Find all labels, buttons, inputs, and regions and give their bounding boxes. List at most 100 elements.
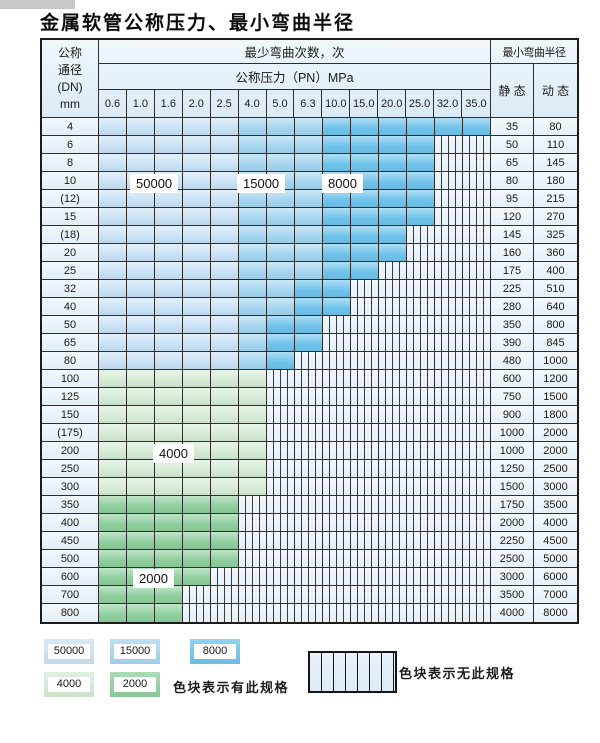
spec-cell-8000 — [323, 298, 351, 315]
dynamic-value-cell: 640 — [534, 298, 577, 315]
spec-cell-4000 — [239, 424, 267, 441]
spec-cell-15000 — [267, 226, 295, 243]
spec-cell-8000 — [323, 280, 351, 297]
dn-cell: 25 — [42, 262, 99, 279]
spec-cell-4000 — [183, 478, 211, 495]
dynamic-value-cell: 2000 — [534, 424, 577, 441]
dn-cell: (18) — [42, 226, 99, 243]
spec-cell-50000 — [127, 262, 155, 279]
spec-cell-50000 — [155, 352, 183, 369]
table-row: 200 1000 2000 — [42, 442, 577, 460]
dn-cell: 500 — [42, 550, 99, 567]
spec-cell-50000 — [127, 154, 155, 171]
no-spec-cell — [323, 586, 351, 603]
spec-cell-50000 — [99, 118, 127, 135]
spec-cell-15000 — [239, 208, 267, 225]
spec-cell-50000 — [183, 352, 211, 369]
spec-cell-50000 — [183, 316, 211, 333]
spec-cell-2000 — [99, 496, 127, 513]
spec-cell-15000 — [239, 136, 267, 153]
spec-cell-8000 — [379, 190, 407, 207]
static-value-cell: 2000 — [491, 514, 534, 531]
no-spec-cell — [407, 334, 435, 351]
no-spec-cell — [463, 316, 491, 333]
no-spec-cell — [463, 208, 491, 225]
no-spec-cell — [407, 532, 435, 549]
no-spec-cell — [295, 370, 323, 387]
spec-cell-8000 — [407, 208, 435, 225]
scan-edge-strip — [0, 0, 75, 9]
no-spec-cell — [463, 370, 491, 387]
dn-header-line: 公称 — [57, 45, 82, 60]
spec-cell-4000 — [211, 478, 239, 495]
no-spec-cell — [435, 316, 463, 333]
spec-cell-15000 — [239, 190, 267, 207]
no-spec-cell — [295, 388, 323, 405]
spec-cell-15000 — [295, 118, 323, 135]
dynamic-value-cell: 3000 — [534, 478, 577, 495]
dn-cell: (12) — [42, 190, 99, 207]
spec-cell-15000 — [295, 244, 323, 261]
no-spec-cell — [379, 586, 407, 603]
table-row: 32 225 510 — [42, 280, 577, 298]
spec-cell-4000 — [127, 388, 155, 405]
table-row: 250 1250 2500 — [42, 460, 577, 478]
spec-cell-2000 — [211, 496, 239, 513]
dn-cell: 8 — [42, 154, 99, 171]
no-spec-cell — [267, 442, 295, 459]
dn-cell: 600 — [42, 568, 99, 585]
no-spec-cell — [407, 496, 435, 513]
no-spec-cell — [267, 460, 295, 477]
spec-cell-4000 — [211, 442, 239, 459]
pressure-values-row: 0.6 1.0 1.6 2.0 2.5 4.0 5.0 6.3 10.0 15.0 20.0 25.0… — [99, 90, 490, 117]
no-spec-cell — [295, 586, 323, 603]
static-value-cell: 1750 — [491, 496, 534, 513]
no-spec-cell — [295, 406, 323, 423]
no-spec-cell — [435, 478, 463, 495]
dn-cell: 150 — [42, 406, 99, 423]
spec-cell-50000 — [127, 118, 155, 135]
dynamic-value-cell: 1200 — [534, 370, 577, 387]
spec-cell-50000 — [99, 154, 127, 171]
spec-cell-50000 — [155, 298, 183, 315]
no-spec-cell — [463, 334, 491, 351]
spec-cell-15000 — [295, 226, 323, 243]
spec-cell-8000 — [379, 154, 407, 171]
spec-cell-50000 — [127, 298, 155, 315]
no-spec-cell — [295, 478, 323, 495]
dynamic-value-cell: 360 — [534, 244, 577, 261]
spec-cell-2000 — [99, 586, 127, 603]
dynamic-value-cell: 325 — [534, 226, 577, 243]
dynamic-value-cell: 800 — [534, 316, 577, 333]
spec-cell-8000 — [295, 316, 323, 333]
spec-cell-50000 — [99, 190, 127, 207]
spec-cell-8000 — [323, 262, 351, 279]
no-spec-cell — [463, 586, 491, 603]
spec-cell-8000 — [379, 118, 407, 135]
spec-cell-15000 — [295, 208, 323, 225]
no-spec-cell — [379, 424, 407, 441]
dn-cell: 400 — [42, 514, 99, 531]
no-spec-cell — [435, 388, 463, 405]
table-row: 700 3500 7000 — [42, 586, 577, 604]
spec-cell-4000 — [239, 460, 267, 477]
table-row: 10 80 180 — [42, 172, 577, 190]
no-spec-cell — [323, 388, 351, 405]
spec-cell-50000 — [183, 208, 211, 225]
dn-header-line: mm — [60, 96, 80, 111]
table-row: 500 2500 5000 — [42, 550, 577, 568]
no-spec-cell — [407, 550, 435, 567]
pressure-header-cell: 1.6 — [155, 90, 183, 117]
no-spec-cell — [351, 316, 379, 333]
legend-block-4000: 4000 — [44, 672, 94, 697]
spec-cell-50000 — [211, 280, 239, 297]
spec-cell-4000 — [155, 478, 183, 495]
page-title: 金属软管公称压力、最小弯曲半径 — [40, 12, 356, 34]
no-spec-cell — [267, 388, 295, 405]
spec-cell-50000 — [155, 226, 183, 243]
dynamic-value-cell: 400 — [534, 262, 577, 279]
spec-cell-2000 — [155, 550, 183, 567]
spec-cell-15000 — [239, 298, 267, 315]
no-spec-cell — [351, 478, 379, 495]
spec-cell-50000 — [99, 226, 127, 243]
